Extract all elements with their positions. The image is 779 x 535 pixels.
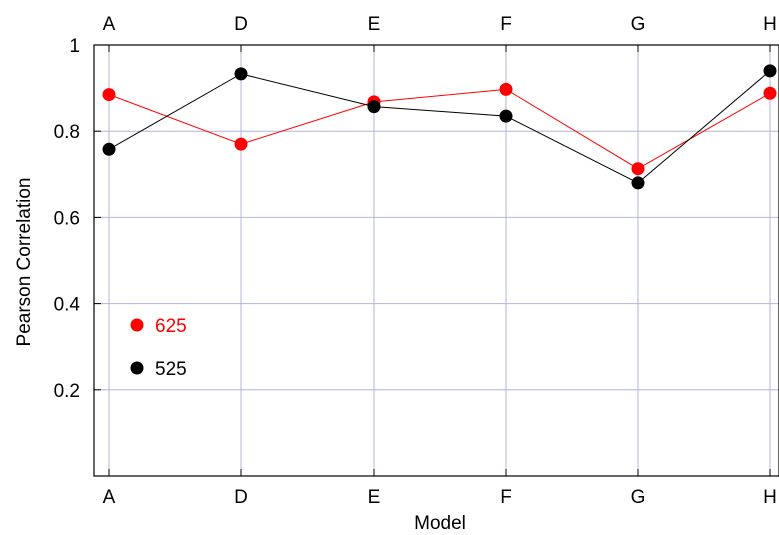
legend-label-625: 625 xyxy=(155,316,187,337)
x-tick-label-bottom: E xyxy=(368,487,381,508)
data-point-625-G xyxy=(631,162,645,176)
x-tick-label-top: F xyxy=(500,14,512,35)
data-point-525-H xyxy=(763,64,777,78)
series-line-525 xyxy=(108,70,771,184)
data-point-525-E xyxy=(367,100,381,114)
x-axis-title: Model xyxy=(414,513,466,534)
x-tick-label-bottom: F xyxy=(500,487,512,508)
y-tick-label: 0.8 xyxy=(54,122,80,143)
x-tick-label-bottom: H xyxy=(763,487,777,508)
data-point-525-A xyxy=(102,142,116,156)
x-tick-label-top: G xyxy=(631,14,646,35)
data-point-625-A xyxy=(102,88,116,102)
axis-ticks xyxy=(94,44,771,476)
data-point-525-G xyxy=(631,176,645,190)
tick-labels: 0.2 0.4 0.6 0.8 1 A A D D E E F F G G H H xyxy=(54,14,777,508)
x-tick-label-top: H xyxy=(763,14,777,35)
data-point-625-D xyxy=(234,137,248,151)
plot-frame xyxy=(93,44,779,477)
y-tick-label: 0.2 xyxy=(54,381,80,402)
x-tick-label-top: E xyxy=(368,14,381,35)
legend-label-525: 525 xyxy=(155,359,187,380)
data-point-625-H xyxy=(763,86,777,100)
x-tick-label-bottom: D xyxy=(234,487,248,508)
y-tick-label: 0.4 xyxy=(54,295,81,316)
x-tick-label-bottom: A xyxy=(103,487,116,508)
series-line-625 xyxy=(108,88,771,170)
y-axis-title: Pearson Correlation xyxy=(14,178,35,347)
y-tick-label: 0.6 xyxy=(54,208,80,229)
series-points xyxy=(102,64,777,190)
legend-marker-525 xyxy=(130,361,144,375)
grid-lines xyxy=(94,44,779,476)
y-tick-label: 1 xyxy=(69,36,80,57)
x-tick-label-top: D xyxy=(234,14,248,35)
x-tick-label-top: A xyxy=(103,14,116,35)
legend: 625 525 xyxy=(130,316,187,380)
data-point-525-F xyxy=(499,109,513,123)
data-point-525-D xyxy=(234,67,248,81)
series-lines xyxy=(108,70,771,184)
x-tick-label-bottom: G xyxy=(631,487,646,508)
legend-marker-625 xyxy=(130,318,144,332)
data-point-625-F xyxy=(499,82,513,96)
